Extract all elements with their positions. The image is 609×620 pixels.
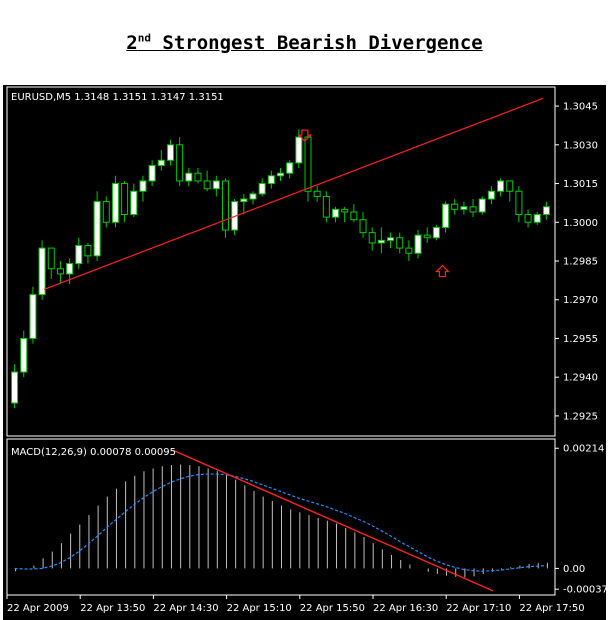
candle	[20, 337, 28, 373]
candle	[405, 247, 413, 254]
candle	[497, 180, 505, 192]
candle	[121, 183, 129, 216]
price-layer	[11, 97, 550, 409]
candle	[313, 190, 321, 197]
macd-ytick-label: 0.00214	[563, 444, 604, 455]
price-ytick-label: 1.3015	[563, 179, 598, 190]
candle	[267, 175, 275, 185]
candle	[258, 183, 266, 195]
xtick-label: 22 Apr 17:50	[519, 603, 584, 614]
title-prefix: 2	[126, 32, 138, 55]
price-ytick-label: 1.2985	[563, 257, 598, 268]
title-text: Strongest Bearish Divergence	[150, 32, 483, 55]
candle	[130, 190, 138, 216]
macd-ytick-label: 0.00	[563, 564, 585, 575]
xtick-label: 22 Apr 2009	[7, 603, 69, 614]
candle	[203, 180, 211, 190]
candle	[359, 219, 367, 234]
candle	[249, 193, 257, 200]
candle	[341, 208, 349, 213]
macd-layer	[14, 449, 548, 592]
xtick-label: 22 Apr 15:50	[300, 603, 365, 614]
candle	[47, 247, 55, 270]
price-ytick-label: 1.3000	[563, 218, 598, 229]
price-ytick-label: 1.2970	[563, 295, 598, 306]
candle	[11, 371, 19, 404]
axis-layer: 1.3045 1.3030 1.3015 1.3000 1.2985 1.2970 1.29…	[6, 102, 608, 614]
candle	[542, 206, 550, 216]
candle	[533, 214, 541, 223]
candle	[93, 201, 101, 257]
candle	[478, 198, 486, 213]
macd-panel-title: MACD(12,26,9) 0.00078 0.00095	[11, 447, 176, 458]
candle	[387, 237, 395, 241]
xtick-label: 22 Apr 13:50	[80, 603, 145, 614]
candle	[414, 234, 422, 254]
candle	[396, 237, 404, 249]
title-superscript: nd	[137, 32, 151, 45]
candle	[350, 211, 358, 221]
price-trendline	[43, 97, 544, 290]
candle	[212, 180, 220, 190]
candle	[286, 162, 294, 174]
candle	[102, 201, 110, 223]
candle	[111, 183, 119, 223]
candle	[304, 136, 312, 192]
candle	[148, 164, 156, 182]
candle	[377, 239, 385, 244]
candle	[56, 268, 64, 275]
candle	[295, 136, 303, 164]
candle	[322, 195, 330, 218]
candle	[451, 203, 459, 210]
page-title: 2nd Strongest Bearish Divergence	[0, 32, 609, 54]
candle	[66, 263, 74, 275]
price-ytick-label: 1.2955	[563, 334, 598, 345]
candle	[75, 245, 83, 265]
candle	[506, 180, 514, 192]
xtick-label: 22 Apr 17:10	[446, 603, 511, 614]
candle	[277, 172, 284, 177]
price-ytick-label: 1.3030	[563, 140, 598, 151]
candle	[29, 294, 37, 339]
candle	[240, 198, 248, 203]
candle	[38, 247, 46, 296]
candle	[157, 159, 165, 166]
price-ytick-label: 1.2925	[563, 411, 598, 422]
xtick-label: 22 Apr 14:30	[153, 603, 218, 614]
price-panel-title: EURUSD,M5 1.3148 1.3151 1.3147 1.3151	[11, 92, 224, 103]
candle	[332, 208, 340, 218]
price-ytick-label: 1.3045	[563, 102, 598, 113]
macd-trendline	[173, 449, 494, 592]
candle	[469, 206, 477, 213]
candle	[515, 190, 523, 216]
macd-ytick-label: -0.00037	[563, 585, 608, 596]
candle	[194, 172, 202, 182]
candle	[432, 226, 440, 239]
candle	[368, 232, 376, 244]
candle	[185, 172, 193, 182]
up-arrow-icon	[434, 264, 450, 278]
candle	[423, 234, 431, 239]
candle	[166, 144, 174, 161]
candle	[442, 203, 450, 228]
candle	[524, 214, 532, 223]
candle	[84, 245, 92, 257]
candle	[487, 190, 495, 200]
candle	[460, 206, 468, 210]
xtick-label: 22 Apr 15:10	[227, 603, 292, 614]
xtick-label: 22 Apr 16:30	[373, 603, 438, 614]
candle	[221, 180, 229, 231]
down-arrow-icon	[297, 129, 313, 142]
price-ytick-label: 1.2940	[563, 373, 598, 384]
macd-signal-line	[14, 473, 547, 572]
candle	[139, 180, 147, 192]
price-panel	[6, 86, 556, 437]
candle	[176, 144, 184, 182]
